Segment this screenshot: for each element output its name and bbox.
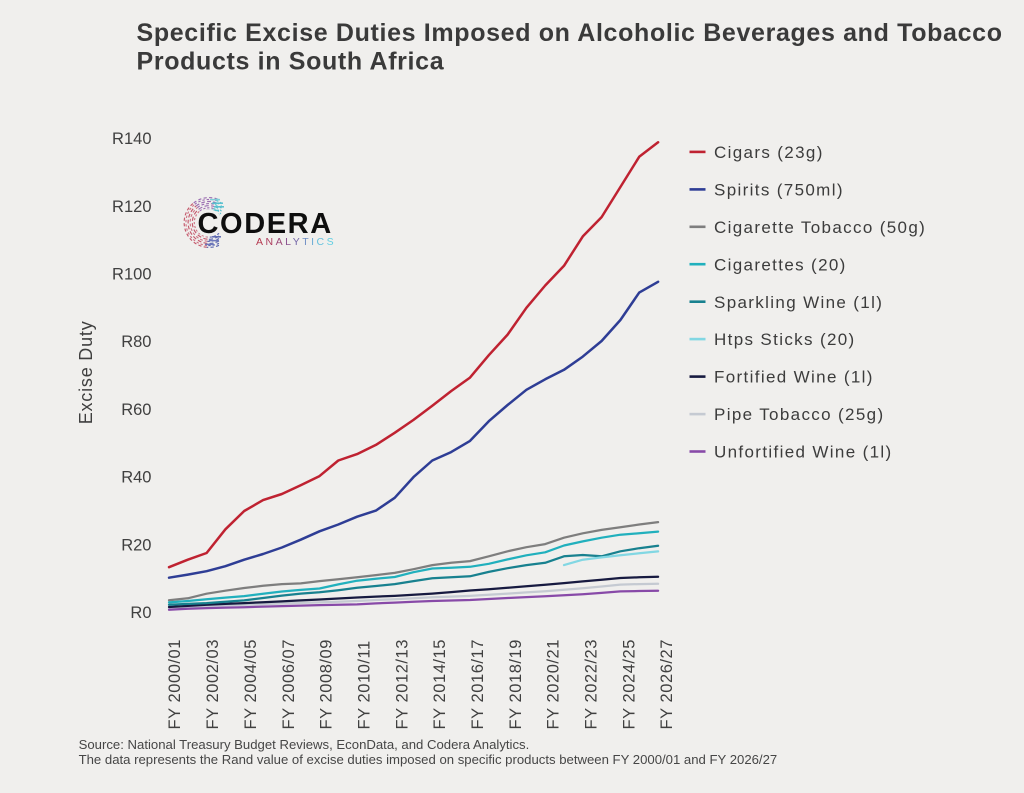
svg-text:FY 2000/01: FY 2000/01 (166, 639, 184, 730)
svg-text:FY 2022/23: FY 2022/23 (583, 639, 601, 730)
svg-text:R40: R40 (121, 469, 151, 487)
svg-text:The data represents the Rand v: The data represents the Rand value of ex… (79, 752, 778, 767)
svg-text:Htps Sticks (20): Htps Sticks (20) (714, 330, 856, 349)
svg-text:R20: R20 (121, 536, 151, 554)
svg-text:FY 2010/11: FY 2010/11 (355, 640, 373, 729)
svg-text:R120: R120 (112, 198, 151, 216)
svg-text:R140: R140 (112, 130, 151, 148)
svg-text:Products in South Africa: Products in South Africa (137, 48, 445, 76)
svg-text:FY 2002/03: FY 2002/03 (204, 639, 222, 730)
svg-text:FY 2006/07: FY 2006/07 (280, 639, 298, 730)
svg-text:R60: R60 (121, 401, 151, 419)
svg-text:CODERA: CODERA (198, 208, 333, 240)
svg-text:FY 2004/05: FY 2004/05 (242, 639, 260, 730)
svg-text:FY 2018/19: FY 2018/19 (507, 639, 525, 730)
svg-text:FY 2012/13: FY 2012/13 (393, 639, 411, 730)
svg-text:Fortified Wine (1l): Fortified Wine (1l) (714, 368, 874, 387)
svg-text:R0: R0 (130, 604, 151, 622)
svg-text:FY 2016/17: FY 2016/17 (469, 639, 487, 730)
svg-text:FY 2026/27: FY 2026/27 (658, 639, 676, 730)
svg-text:R100: R100 (112, 266, 151, 284)
svg-text:CODERA: CODERA (198, 208, 333, 240)
svg-text:Cigars (23g): Cigars (23g) (714, 143, 824, 162)
svg-text:Excise Duty: Excise Duty (76, 320, 96, 424)
svg-text:Unfortified Wine (1l): Unfortified Wine (1l) (714, 443, 893, 462)
svg-text:FY 2014/15: FY 2014/15 (431, 639, 449, 730)
svg-text:ANALYTICS: ANALYTICS (256, 236, 336, 248)
svg-text:R80: R80 (121, 333, 151, 351)
svg-text:Specific Excise Duties Imposed: Specific Excise Duties Imposed on Alcoho… (137, 19, 1003, 47)
svg-text:Cigarette Tobacco (50g): Cigarette Tobacco (50g) (714, 218, 926, 237)
svg-text:Source: National Treasury Budg: Source: National Treasury Budget Reviews… (79, 737, 530, 752)
svg-text:FY 2024/25: FY 2024/25 (620, 639, 638, 730)
svg-text:Sparkling Wine (1l): Sparkling Wine (1l) (714, 293, 883, 312)
svg-text:FY 2020/21: FY 2020/21 (545, 639, 563, 730)
svg-text:Cigarettes (20): Cigarettes (20) (714, 255, 847, 274)
svg-text:Pipe Tobacco (25g): Pipe Tobacco (25g) (714, 405, 884, 424)
svg-text:Spirits (750ml): Spirits (750ml) (714, 181, 844, 200)
svg-text:FY 2008/09: FY 2008/09 (318, 639, 336, 730)
